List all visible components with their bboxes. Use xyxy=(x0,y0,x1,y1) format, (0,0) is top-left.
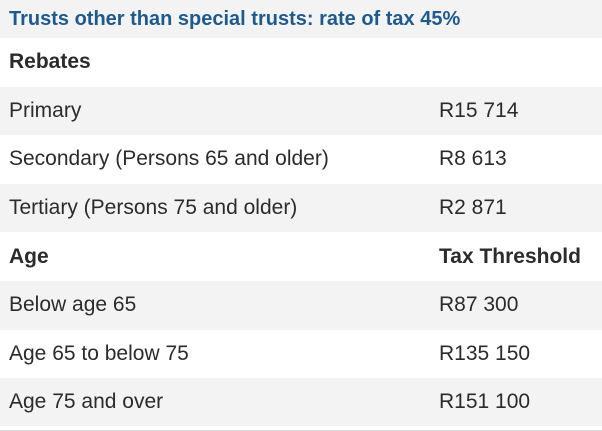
table-row-65-to-75: Age 65 to below 75 R135 150 xyxy=(0,329,602,379)
table-title: Trusts other than special trusts: rate o… xyxy=(9,7,461,30)
table-row-age-header: Age Tax Threshold xyxy=(0,232,602,281)
row-value: R15 714 xyxy=(439,98,519,122)
row-value: R87 300 xyxy=(439,293,519,317)
row-value: R8 613 xyxy=(439,147,507,171)
row-value: R135 150 xyxy=(439,341,531,365)
row-value: Tax Threshold xyxy=(439,244,581,268)
table-title-row: Trusts other than special trusts: rate o… xyxy=(0,0,602,38)
table-row-tertiary: Tertiary (Persons 75 and older) R2 871 xyxy=(0,183,602,233)
row-label: Below age 65 xyxy=(9,293,137,317)
row-label: Primary xyxy=(9,98,82,122)
row-label: Tertiary (Persons 75 and older) xyxy=(9,196,298,220)
row-value: R151 100 xyxy=(439,390,531,414)
table-row-below-65: Below age 65 R87 300 xyxy=(0,280,602,330)
row-label: Secondary (Persons 65 and older) xyxy=(9,147,329,171)
row-label: Age 65 to below 75 xyxy=(9,341,189,365)
row-label: Age 75 and over xyxy=(9,390,164,414)
row-label: Rebates xyxy=(9,50,91,74)
row-value: R2 871 xyxy=(439,196,507,220)
table-row-secondary: Secondary (Persons 65 and older) R8 613 xyxy=(0,135,602,184)
row-label: Age xyxy=(9,244,49,268)
table-row-primary: Primary R15 714 xyxy=(0,86,602,136)
table-row-75-and-over: Age 75 and over R151 100 xyxy=(0,378,602,427)
table-row-rebates-header: Rebates xyxy=(0,38,602,87)
